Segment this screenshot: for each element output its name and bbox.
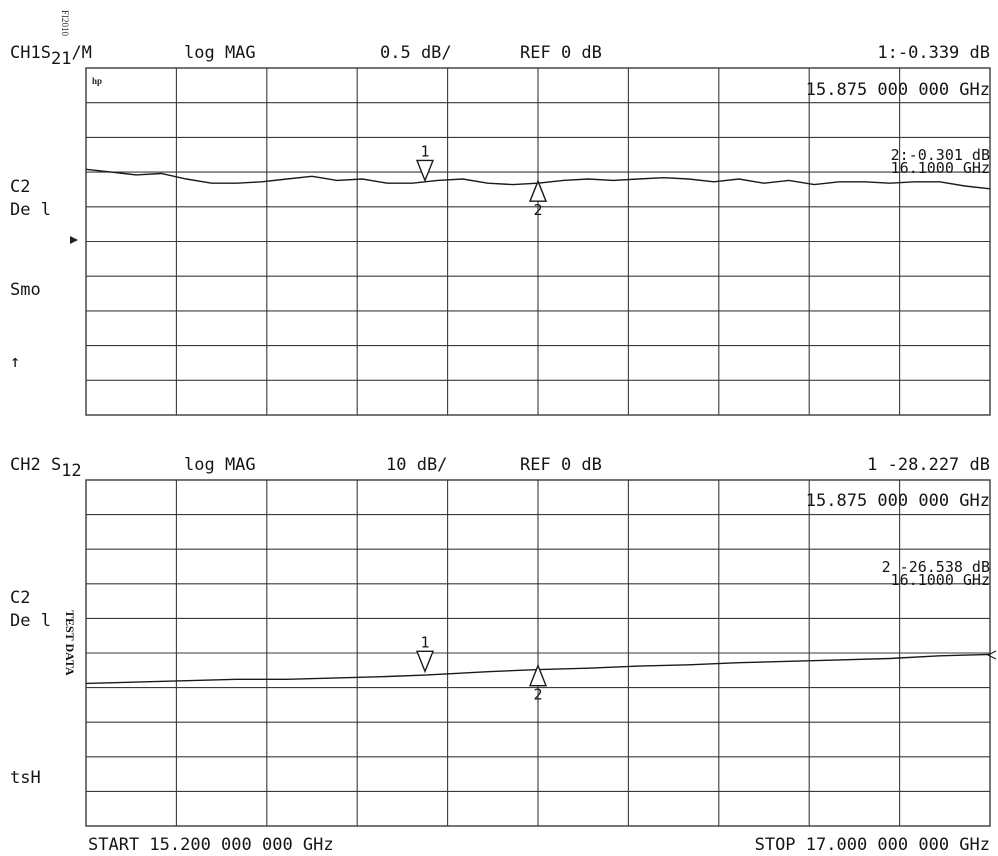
ch2-side-label: C2 — [10, 588, 30, 608]
ch2-scale-label: 10 dB/ — [386, 455, 447, 475]
ch2-parameter-label: CH2 S12 — [10, 455, 82, 481]
ch1-side-label: C2 — [10, 177, 30, 197]
test-data-label: TEST DATA — [63, 610, 77, 676]
ch1-scale-label: 0.5 dB/ — [380, 43, 452, 63]
marker-2-triangle — [528, 179, 548, 202]
marker-1-number: 1 — [420, 142, 429, 160]
ch2-trace — [85, 653, 991, 685]
marker-1-triangle — [415, 650, 435, 674]
ch1-format-label: log MAG — [184, 43, 256, 63]
marker-2-number: 2 — [533, 686, 542, 704]
ch1-ref-label: REF 0 dB — [520, 43, 602, 63]
marker-1-number: 1 — [420, 633, 429, 651]
marker-2-number: 2 — [533, 201, 542, 219]
ch2-panel: CH2 S12 log MAG 10 dB/REF 0 dB 1 -28.227 dB… — [10, 455, 997, 827]
figure-id: FI2010 — [60, 10, 70, 37]
ch1-marker2-value: 2:-0.301 dB — [891, 146, 990, 164]
start-frequency-label: START 15.200 000 000 GHz — [88, 835, 334, 855]
ch2-marker1-value: 1 -28.227 dB — [867, 455, 990, 475]
hp-logo: hp — [92, 76, 102, 86]
marker-1-triangle — [415, 159, 435, 183]
ch1-marker1-value: 1:-0.339 dB — [877, 43, 990, 63]
ch2-marker2-frequency: 16.1000 GHz — [891, 571, 990, 589]
ch2-marker2-value: 2 -26.538 dB — [882, 558, 990, 576]
stop-frequency-label: STOP 17.000 000 000 GHz — [755, 835, 990, 855]
marker-2-triangle — [528, 663, 548, 687]
ch1-side-label: Smo — [10, 280, 41, 300]
ch2-ref-label: REF 0 dB — [520, 455, 602, 475]
ch1-marker2-frequency: 16.1000 GHz — [891, 159, 990, 177]
ch2-format-label: log MAG — [184, 455, 256, 475]
ch1-side-label: ↑ — [10, 352, 20, 372]
ch2-marker1-frequency: 15.875 000 000 GHz — [806, 491, 990, 511]
ch1-side-label: De l — [10, 200, 51, 220]
ch1-parameter-label: CH1S21/M — [10, 43, 92, 69]
ch2-side-label: De l — [10, 611, 51, 631]
ch1-panel: CH1S21/M log MAG 0.5 dB/REF 0 dB 1:-0.339 d… — [10, 43, 991, 416]
ch2-side-label: tsH — [10, 768, 41, 788]
ref-position-marker — [70, 236, 78, 244]
ch1-marker1-frequency: 15.875 000 000 GHz — [806, 80, 990, 100]
